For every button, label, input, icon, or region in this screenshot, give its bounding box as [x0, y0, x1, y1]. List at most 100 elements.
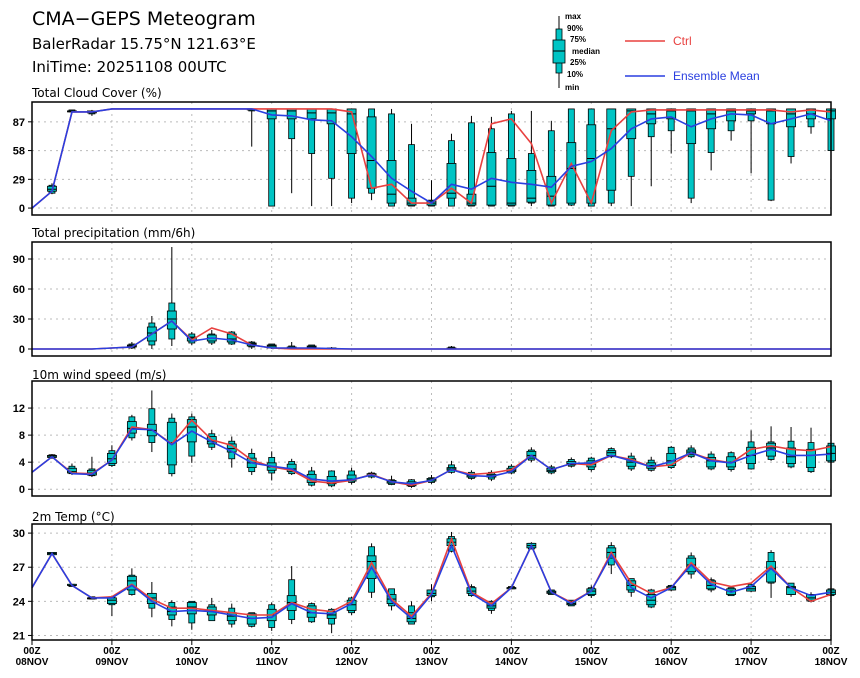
box-wind-step-38	[786, 427, 796, 469]
box-cloud-step-31	[646, 108, 657, 187]
y-tick-label: 60	[13, 284, 25, 296]
box-cloud-step-21	[446, 133, 457, 207]
panel-temp: 21 24 27 30	[13, 523, 836, 642]
box-temp-step-5	[126, 568, 137, 596]
legend-p10-label: 10%	[567, 70, 583, 79]
box-p25-p75	[107, 597, 117, 605]
legend-min-label: min	[565, 83, 579, 92]
box-wind-step-31	[646, 456, 657, 472]
box-p25-p75	[806, 448, 816, 468]
box-cloud-step-14	[306, 108, 317, 207]
box-p10-p90	[468, 122, 475, 207]
box-cloud-step-12	[266, 108, 277, 207]
box-temp-step-7	[166, 600, 177, 627]
box-p25-p75	[406, 197, 417, 206]
box-p25-p75	[666, 108, 677, 120]
legend: max 90% 75% median 25% 10% min Ctrl Ense…	[552, 12, 760, 92]
box-cloud-step-19	[406, 123, 417, 207]
legend-mean-label: Ensemble Mean	[673, 69, 760, 83]
box-cloud-step-11	[246, 108, 257, 147]
x-tick-hour: 00Z	[742, 646, 759, 657]
y-tick-label: 87	[13, 117, 25, 129]
box-p25-p75	[306, 108, 317, 120]
chart-title: CMA−GEPS Meteogram	[32, 8, 256, 30]
x-tick-date: 14NOV	[495, 657, 528, 668]
x-tick-date: 15NOV	[575, 657, 608, 668]
y-tick-label: 90	[13, 254, 25, 266]
x-tick-date: 18NOV	[815, 657, 848, 668]
box-cloud-step-24	[506, 110, 517, 207]
box-temp-step-8	[186, 600, 197, 630]
box-temp-step-16	[346, 596, 357, 615]
panel-title-wind: 10m wind speed (m/s)	[32, 368, 166, 382]
plot-frame	[31, 380, 832, 497]
panel-title-temp: 2m Temp (°C)	[32, 510, 115, 524]
y-tick-label: 58	[13, 146, 25, 158]
box-cloud-step-36	[746, 108, 756, 174]
box-cloud-step-39	[806, 108, 816, 134]
box-cloud-step-25	[526, 110, 537, 207]
mean-line-temp	[31, 543, 832, 620]
mean-line-wind	[31, 428, 832, 485]
box-p25-p75	[446, 163, 457, 199]
plot-frame	[31, 101, 832, 216]
box-p25-p75	[386, 160, 397, 204]
box-temp-step-17	[366, 543, 377, 598]
box-p25-p75	[606, 108, 617, 191]
x-tick-date: 10NOV	[175, 657, 208, 668]
box-p25-p75	[306, 605, 317, 618]
box-cloud-step-30	[626, 108, 637, 207]
legend-boxplot-icon	[552, 16, 566, 88]
box-temp-step-13	[286, 566, 297, 625]
x-tick-hour: 00Z	[583, 646, 600, 657]
panel-title-cloud: Total Cloud Cover (%)	[31, 86, 162, 100]
box-cloud-step-29	[606, 108, 617, 207]
box-p25-p75	[706, 457, 717, 468]
box-p25-p75	[486, 600, 497, 609]
y-tick-label: 30	[13, 314, 25, 326]
x-tick-date: 13NOV	[415, 657, 448, 668]
box-wind-step-15	[326, 470, 337, 488]
y-tick-label: 24	[13, 596, 26, 608]
panel-precip: 0 30 60 90	[13, 241, 832, 357]
x-tick-date: 17NOV	[735, 657, 768, 668]
box-cloud-step-27	[566, 108, 577, 207]
x-tick-hour: 00Z	[822, 646, 839, 657]
y-tick-label: 0	[19, 484, 25, 496]
box-p25-p75	[166, 310, 177, 330]
box-p25-p75	[646, 594, 657, 606]
box-wind-step-33	[686, 445, 697, 459]
y-tick-label: 4	[19, 457, 26, 469]
box-cloud-step-23	[486, 116, 497, 207]
x-tick-date: 09NOV	[96, 657, 129, 668]
box-wind-step-6	[146, 390, 157, 453]
box-cloud-step-13	[286, 108, 297, 194]
legend-ctrl-label: Ctrl	[673, 34, 692, 48]
box-temp-step-37	[766, 550, 776, 598]
box-precip-step-7	[166, 247, 177, 346]
box-wind-step-27	[566, 457, 577, 468]
x-tick-date: 16NOV	[655, 657, 688, 668]
x-tick-date: 11NOV	[256, 657, 289, 668]
panel-wind: 0 4 8 12	[13, 380, 836, 497]
box-p25-p75	[346, 108, 357, 154]
box-wind-step-37	[766, 426, 776, 461]
plot-frame	[31, 241, 832, 357]
y-tick-label: 12	[13, 403, 25, 415]
box-p25-p75	[566, 142, 577, 204]
x-tick-date: 08NOV	[16, 657, 49, 668]
x-tick-hour: 00Z	[263, 646, 280, 657]
box-wind-step-29	[606, 447, 617, 459]
box-cloud-step-18	[386, 108, 397, 207]
legend-p75-label: 75%	[570, 35, 586, 44]
box-cloud-step-38	[786, 108, 796, 164]
box-cloud-step-15	[326, 108, 337, 207]
box-p10-p90	[388, 113, 395, 207]
y-tick-label: 0	[19, 203, 25, 215]
x-tick-date: 12NOV	[335, 657, 368, 668]
box-p10-p90	[547, 130, 555, 207]
mean-line-precip	[32, 319, 831, 350]
y-tick-label: 8	[19, 430, 25, 442]
panel-title-precip: Total precipitation (mm/6h)	[31, 226, 195, 240]
